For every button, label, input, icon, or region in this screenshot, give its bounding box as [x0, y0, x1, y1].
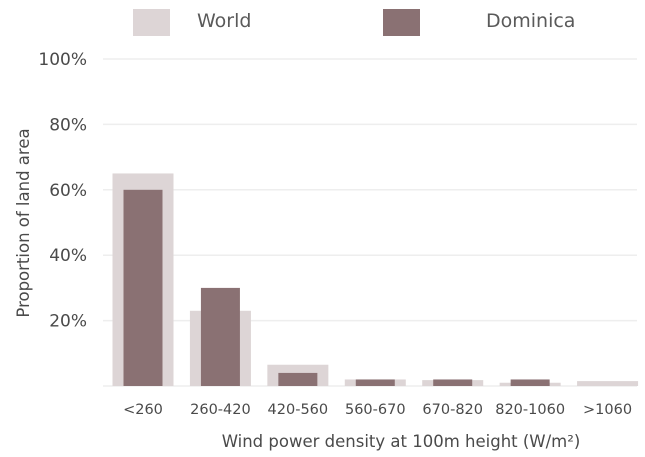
- bar-world: [577, 381, 639, 386]
- y-tick-label: 60%: [49, 181, 87, 201]
- legend: World Dominica: [133, 9, 575, 36]
- bar-dominica: [355, 379, 395, 386]
- gridlines: [103, 58, 637, 387]
- bar-dominica: [510, 379, 550, 386]
- y-tick-label: 100%: [38, 50, 87, 70]
- x-axis-label: Wind power density at 100m height (W/m²): [222, 432, 581, 451]
- legend-label-dominica: Dominica: [486, 10, 575, 32]
- x-tick-label: 420-560: [268, 402, 329, 418]
- bar-dominica: [200, 287, 240, 386]
- legend-label-world: World: [197, 10, 251, 32]
- y-tick-labels: 20% 40% 60% 80% 100%: [38, 50, 87, 332]
- x-tick-label: 260-420: [190, 402, 251, 418]
- x-tick-label: 670-820: [422, 402, 483, 418]
- bar-dominica: [123, 189, 163, 386]
- legend-swatch-world: [133, 9, 170, 36]
- bar-dominica: [433, 379, 473, 386]
- y-tick-label: 40%: [49, 246, 87, 266]
- bar-dominica: [278, 372, 318, 386]
- y-tick-label: 20%: [49, 312, 87, 332]
- x-tick-label: >1060: [583, 402, 632, 418]
- y-tick-label: 80%: [49, 115, 87, 135]
- x-tick-label: 560-670: [345, 402, 406, 418]
- x-tick-label: 820-1060: [495, 402, 565, 418]
- x-tick-label: <260: [123, 402, 163, 418]
- bars: [112, 173, 639, 386]
- y-axis-label: Proportion of land area: [14, 128, 33, 317]
- legend-swatch-dominica: [383, 9, 420, 36]
- x-tick-labels: <260 260-420 420-560 560-670 670-820 820-1060…: [123, 402, 632, 418]
